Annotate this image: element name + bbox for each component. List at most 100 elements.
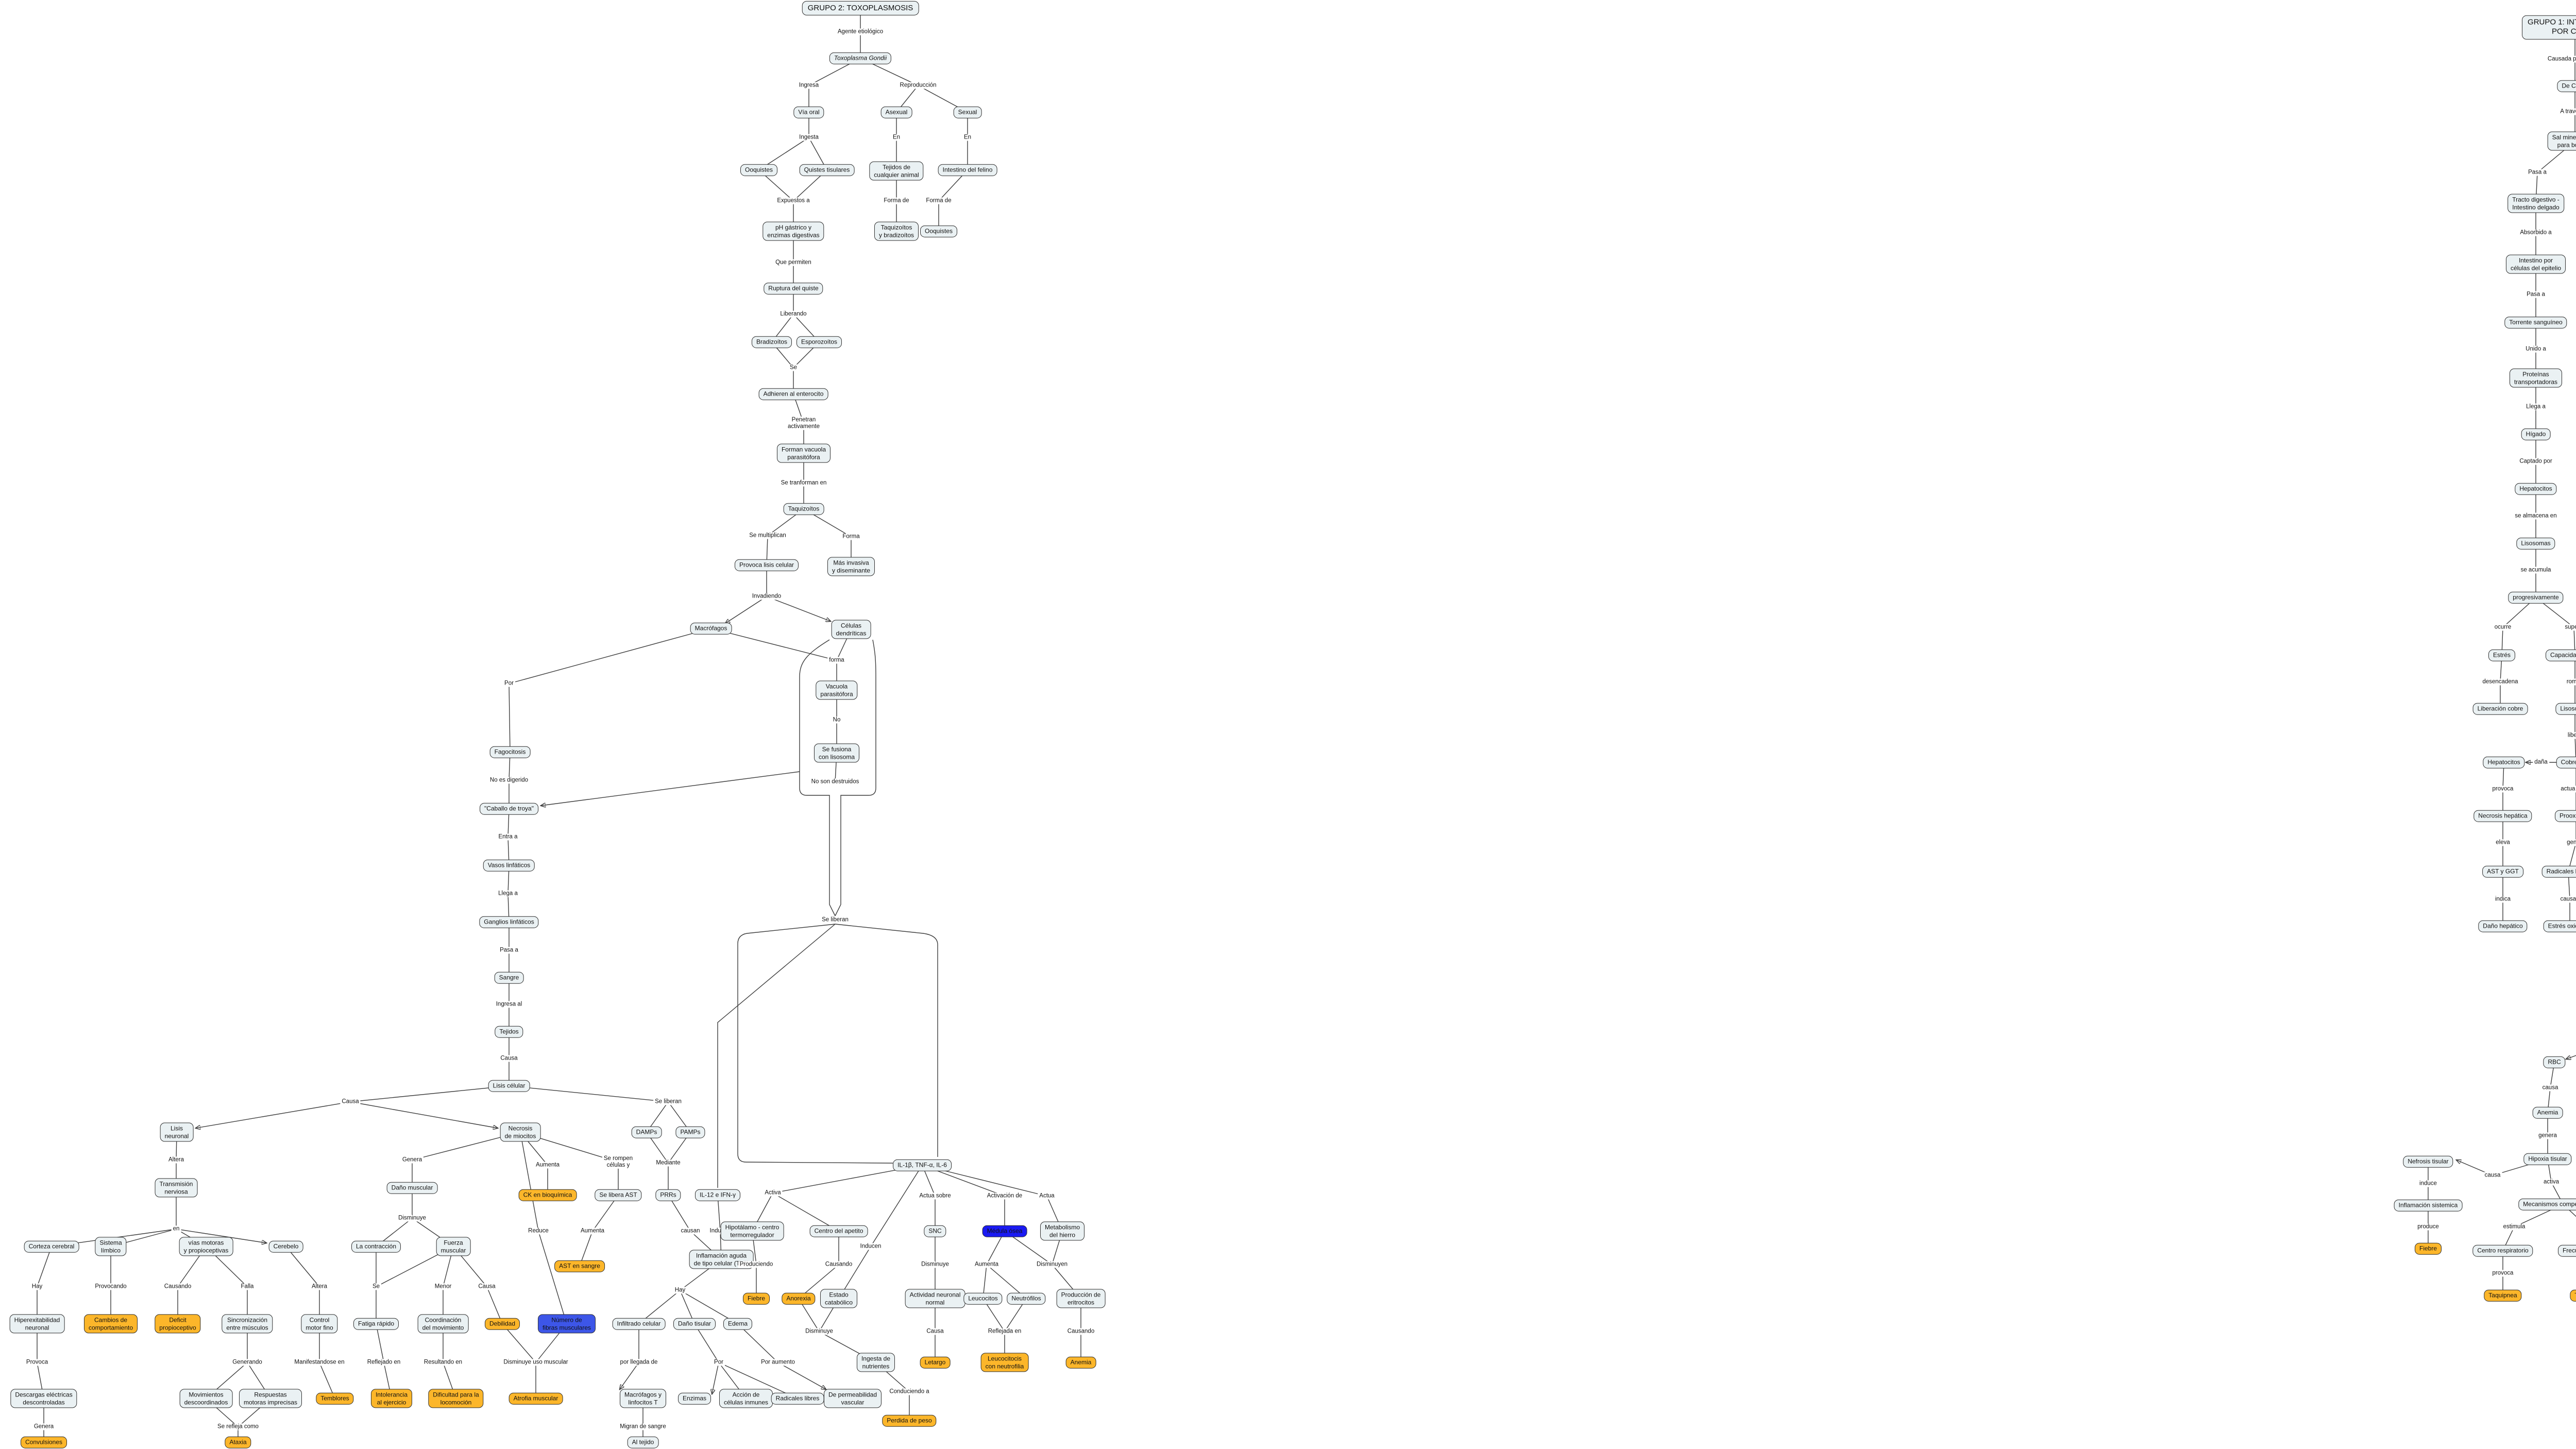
node-il12[interactable]: IL-12 e IFN-γ [694,1189,741,1201]
node-radicales1[interactable]: Radicales libres [771,1392,824,1405]
node-progresiva[interactable]: progresivamente [2508,591,2564,604]
edge-label-l_altera1[interactable]: Altera [166,1156,186,1164]
edge-label-l_transforman[interactable]: Se tranforman en [779,480,828,487]
edge-label-se_liberan1[interactable]: Se liberan [820,916,850,924]
node-convulsiones[interactable]: Convulsiones [20,1436,67,1448]
node-ast_ggt[interactable]: AST y GGT [2482,865,2523,878]
edge-label-l_pasa1[interactable]: Pasa a [2527,169,2548,176]
edge-label-l_penetran[interactable]: Penetran activamente [786,416,822,431]
node-hepato2[interactable]: Hepatocitos [2483,756,2525,769]
node-macro_linf[interactable]: Macrófagos y linfocitos T [619,1389,667,1408]
edge-label-l_pasa2[interactable]: Pasa a [2525,291,2547,298]
node-liberacion[interactable]: Liberación cobre [2472,703,2528,715]
node-hipotalamo[interactable]: Hipotálamo - centro termorregulador [720,1221,784,1241]
node-dano_musc[interactable]: Daño muscular [386,1182,438,1194]
edge-label-l_absorbido[interactable]: Absorbido a [2518,229,2553,236]
edge-label-l_desencadena[interactable]: desencadena [2481,678,2520,686]
node-edema[interactable]: Edema [723,1318,753,1330]
edge-label-l_porllegada[interactable]: por llegada de [618,1359,659,1366]
edge-label-l_pasa[interactable]: Pasa a [498,947,520,954]
node-ooquistes1[interactable]: Ooquistes [740,164,778,176]
edge-label-l_genera2[interactable]: Genera [32,1423,56,1430]
node-vacuola[interactable]: Vacuola parasitófora [816,680,858,700]
node-produccion[interactable]: Producción de eritrocitos [1056,1289,1106,1308]
node-via_oral[interactable]: Vía oral [793,106,824,118]
node-mas_inv[interactable]: Más invasiva y diseminante [827,557,875,576]
node-ganglios[interactable]: Ganglios linfáticos [479,916,539,928]
node-hipoxia[interactable]: Hipoxia tisular [2523,1153,2572,1165]
node-sexual[interactable]: Sexual [953,106,982,118]
node-ooquistes2[interactable]: Ooquistes [920,225,958,237]
node-prov_lisis[interactable]: Provoca lisis celular [734,559,799,571]
node-fiebre1[interactable]: Fiebre [742,1292,770,1305]
edge-label-l_resultando[interactable]: Resultando en [422,1359,464,1366]
node-actividad[interactable]: Actividad neuronal normal [905,1289,965,1308]
node-torrente[interactable]: Torrente sanguíneo [2504,316,2567,329]
node-asexual[interactable]: Asexual [880,106,912,118]
node-lisis_neu[interactable]: Lisis neuronal [160,1122,194,1142]
node-dificultad[interactable]: Dificultad para la locomoción [428,1389,484,1408]
node-medula[interactable]: Médula ósea [982,1225,1027,1237]
node-radicales2[interactable]: Radicales libres [2541,865,2576,878]
edge-label-l_causan[interactable]: causan [679,1228,702,1235]
edge-label-l_causando3[interactable]: Causando [1065,1328,1096,1335]
node-lisosomas2[interactable]: Lisosomas [2555,703,2576,715]
edge-label-l_causa5[interactable]: Causa [925,1328,945,1335]
edge-label-l_produce[interactable]: produce [2416,1223,2441,1231]
edge-label-l_hay2[interactable]: Hay [673,1287,687,1294]
node-int_felino[interactable]: Intestino del felino [938,164,997,176]
edge-label-l_provoca2[interactable]: provoca [2490,786,2515,793]
edge-label-l_disminuye1[interactable]: Disminuye [397,1215,428,1222]
node-taquipnea[interactable]: Taquipnea [2484,1289,2522,1302]
edge-label-l_se2[interactable]: Se [370,1283,382,1290]
edge-label-l_aumenta_ast[interactable]: Aumenta [579,1228,606,1235]
edge-label-l_en2[interactable]: En [962,134,973,141]
edge-label-l_genera1[interactable]: Genera [400,1156,424,1164]
node-enzimas[interactable]: Enzimas [677,1392,711,1405]
node-atrofia[interactable]: Atrofia muscular [509,1392,563,1405]
node-rbc[interactable]: RBC [2543,1056,2566,1068]
edge-label-l_aumenta_ck[interactable]: Aumenta [534,1162,562,1169]
edge-label-l_multiplican[interactable]: Se multiplican [748,532,788,539]
edge-label-l_forma_t[interactable]: Forma [841,533,861,540]
edge-label-l_mediante[interactable]: Mediante [654,1160,682,1167]
edge-label-l_produciendo[interactable]: Produciendo [738,1261,775,1268]
node-ataxia[interactable]: Ataxia [225,1436,251,1448]
edge-label-l_reflejado[interactable]: Reflejado en [365,1359,402,1366]
edge-label-l_activa2[interactable]: activa [2541,1179,2561,1186]
edge-label-l_genera4[interactable]: genera [2537,1132,2558,1139]
edge-label-l_por2[interactable]: Por [713,1359,725,1366]
node-cambios[interactable]: Cambios de comportamiento [83,1314,138,1334]
node-frecuencia[interactable]: Frecuencia cardiaca [2557,1245,2576,1257]
node-anemia1[interactable]: Anemia [1065,1356,1096,1369]
node-nefrosis_tis[interactable]: Nefrosis tisular [2403,1155,2453,1168]
node-higado[interactable]: Hígado [2521,428,2551,440]
edge-label-l_llega[interactable]: Llega a [497,890,519,897]
node-estres_ox[interactable]: Estrés oxidativo [2543,920,2576,932]
edge-label-l_hay1[interactable]: Hay [30,1283,44,1290]
node-infiltrado[interactable]: Infiltrado celular [612,1318,666,1330]
edge-label-l_generando[interactable]: Generando [231,1359,264,1366]
edge-label-l_reprod[interactable]: Reproducción [898,82,938,89]
edge-label-l_forma_de2[interactable]: Forma de [924,197,953,204]
edge-label-l_unido[interactable]: Unido a [2524,346,2548,353]
edge-label-l_conduciendo[interactable]: Conduciendo a [888,1388,931,1395]
node-tejidos[interactable]: Tejidos [495,1026,523,1038]
edge-label-l_causando2[interactable]: Causando [823,1261,854,1268]
edge-label-l_serefleja[interactable]: Se refleja como [216,1423,260,1430]
node-g1_title[interactable]: GRUPO 1: INTOXICACIÓN POR COBRE [2522,15,2576,40]
node-anorexia[interactable]: Anorexia [782,1292,816,1305]
edge-label-l_ocurre[interactable]: ocurre [2493,624,2513,631]
edge-label-l_acumula[interactable]: se acumula [2519,567,2553,574]
edge-label-l_aumenta3[interactable]: Aumenta [973,1261,1001,1268]
node-tej_animal[interactable]: Tejidos de cualquier animal [869,161,924,181]
edge-label-l_migran[interactable]: Migran de sangre [618,1423,668,1430]
node-respuestas[interactable]: Respuestas motoras imprecisas [239,1389,302,1408]
node-estado[interactable]: Estado catabólico [820,1289,858,1308]
edge-label-l_no[interactable]: No [831,717,842,724]
edge-label-l_actuasobre[interactable]: Actua sobre [918,1192,953,1200]
node-snc[interactable]: SNC [924,1225,946,1237]
node-permeab[interactable]: De permeabilidad vascular [823,1389,882,1408]
node-fusiona[interactable]: Se fusiona con lisosoma [814,743,860,763]
